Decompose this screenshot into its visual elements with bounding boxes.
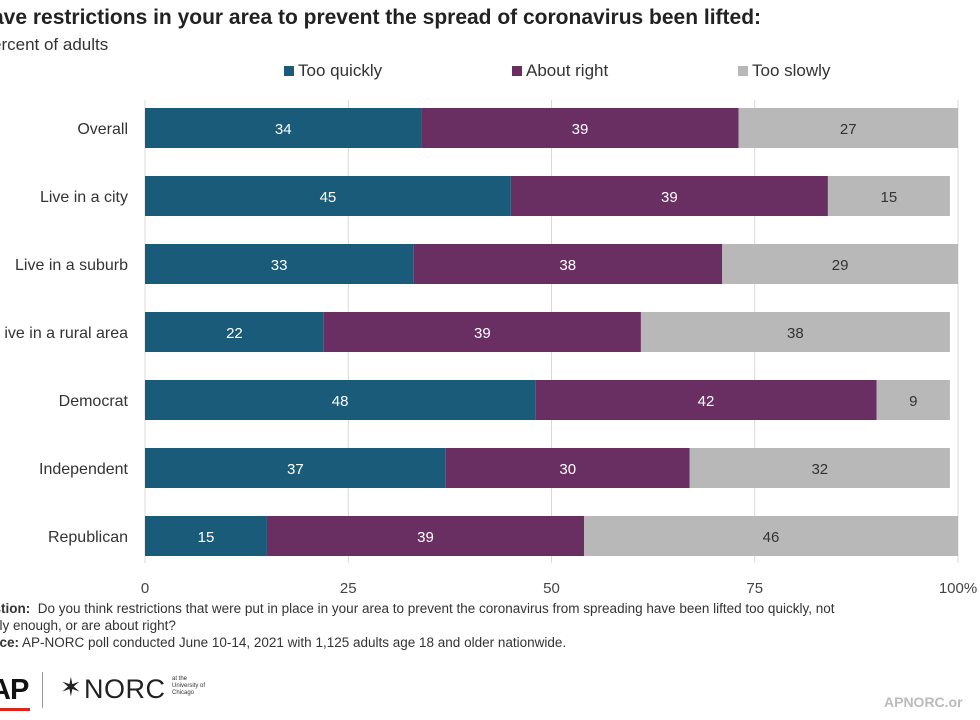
data-label-too-quickly-live-in-a-suburb: 33 — [271, 257, 288, 274]
bar-too-slowly-live-in-a-city — [827, 176, 950, 216]
bar-about-right-live-in-a-suburb — [413, 244, 723, 284]
logo-divider — [42, 672, 43, 708]
bar-too-quickly-republican — [145, 516, 267, 556]
norc-logo: NORC — [84, 674, 166, 704]
footnotes: estion: Do you think restrictions that w… — [0, 600, 976, 651]
source-label: urce: — [0, 635, 20, 650]
site-url: APNORC.or — [884, 694, 963, 710]
legend-label-about-right: About right — [526, 61, 609, 80]
data-label-about-right-live-in-a-city: 39 — [661, 189, 678, 206]
data-label-about-right-live-in-a-suburb: 38 — [559, 257, 576, 274]
data-label-about-right-republican: 39 — [417, 529, 434, 546]
question-note-cont: ckly enough, or are about right? — [0, 618, 176, 633]
category-label-ive-in-a-rural-area: ive in a rural area — [4, 325, 128, 342]
legend-label-too-quickly: Too quickly — [298, 61, 383, 80]
legend: Too quickly About right Too slowly — [0, 61, 980, 83]
bar-too-quickly-overall — [145, 108, 422, 148]
category-label-overall: Overall — [77, 121, 128, 138]
data-label-about-right-democrat: 42 — [698, 393, 715, 410]
data-label-too-slowly-democrat: 9 — [909, 393, 917, 410]
data-label-too-quickly-live-in-a-city: 45 — [320, 189, 337, 206]
data-label-too-quickly-republican: 15 — [198, 529, 215, 546]
bar-too-quickly-ive-in-a-rural-area — [145, 312, 324, 352]
category-label-republican: Republican — [48, 529, 128, 546]
data-label-too-quickly-democrat: 48 — [332, 393, 349, 410]
data-label-too-slowly-overall: 27 — [840, 121, 857, 138]
data-label-about-right-overall: 39 — [572, 121, 589, 138]
data-label-too-quickly-independent: 37 — [287, 461, 304, 478]
bar-about-right-live-in-a-city — [510, 176, 828, 216]
bar-too-slowly-republican — [584, 516, 958, 556]
category-label-democrat: Democrat — [59, 393, 129, 410]
data-label-too-slowly-independent: 32 — [811, 461, 828, 478]
legend-item-too-slowly: Too slowly — [738, 61, 830, 81]
data-label-too-slowly-live-in-a-city: 15 — [881, 189, 898, 206]
legend-item-too-quickly: Too quickly — [284, 61, 382, 81]
data-label-too-slowly-republican: 46 — [763, 529, 780, 546]
norc-star-icon: ✶ — [60, 672, 82, 702]
category-label-live-in-a-city: Live in a city — [40, 189, 128, 206]
source-note: urce: AP-NORC poll conducted June 10-14,… — [0, 634, 976, 651]
x-tick-label-25: 25 — [340, 580, 357, 597]
chart-title: ave restrictions in your area to prevent… — [0, 6, 762, 29]
x-tick-label-100: 100% — [939, 580, 977, 597]
logo-area: AP ✶ NORC at the University of Chicago — [0, 670, 980, 711]
bar-too-quickly-live-in-a-city — [145, 176, 511, 216]
question-text: Do you think restrictions that were put … — [37, 601, 835, 616]
chart-subtitle: ercent of adults — [0, 35, 109, 54]
category-label-independent: Independent — [39, 461, 129, 478]
category-label-live-in-a-suburb: Live in a suburb — [15, 257, 128, 274]
data-label-too-quickly-ive-in-a-rural-area: 22 — [226, 325, 243, 342]
norc-subtitle: at the University of Chicago — [172, 676, 206, 696]
bar-too-quickly-independent — [145, 448, 446, 488]
question-note: estion: Do you think restrictions that w… — [0, 600, 976, 617]
bar-too-slowly-live-in-a-suburb — [722, 244, 958, 284]
bar-about-right-ive-in-a-rural-area — [323, 312, 641, 352]
bar-too-slowly-independent — [689, 448, 950, 488]
bar-too-slowly-democrat — [876, 380, 950, 420]
ap-logo-bar — [0, 708, 30, 711]
bar-too-quickly-live-in-a-suburb — [145, 244, 414, 284]
bar-about-right-republican — [266, 516, 585, 556]
x-tick-label-0: 0 — [141, 580, 149, 597]
bar-about-right-overall — [421, 108, 739, 148]
bar-too-slowly-overall — [738, 108, 958, 148]
x-tick-label-50: 50 — [543, 580, 560, 597]
data-label-about-right-independent: 30 — [559, 461, 576, 478]
stacked-bar-chart: 0 25 50 75 100% Overall 34 39 27 Live in a city 45… — [4, 100, 977, 597]
bar-too-slowly-ive-in-a-rural-area — [640, 312, 950, 352]
x-tick-label-75: 75 — [746, 580, 763, 597]
data-label-about-right-ive-in-a-rural-area: 39 — [474, 325, 491, 342]
legend-label-too-slowly: Too slowly — [752, 61, 831, 80]
legend-swatch-about-right — [512, 66, 522, 76]
legend-item-about-right: About right — [512, 61, 608, 81]
source-text: AP-NORC poll conducted June 10-14, 2021 … — [22, 635, 567, 650]
ap-logo: AP — [0, 674, 29, 706]
bar-about-right-democrat — [535, 380, 877, 420]
legend-swatch-too-slowly — [738, 66, 748, 76]
bar-too-quickly-democrat — [145, 380, 536, 420]
bar-about-right-independent — [445, 448, 690, 488]
data-label-too-quickly-overall: 34 — [275, 121, 292, 138]
legend-swatch-too-quickly — [284, 66, 294, 76]
question-label: estion: — [0, 601, 31, 616]
data-label-too-slowly-ive-in-a-rural-area: 38 — [787, 325, 804, 342]
data-label-too-slowly-live-in-a-suburb: 29 — [832, 257, 849, 274]
